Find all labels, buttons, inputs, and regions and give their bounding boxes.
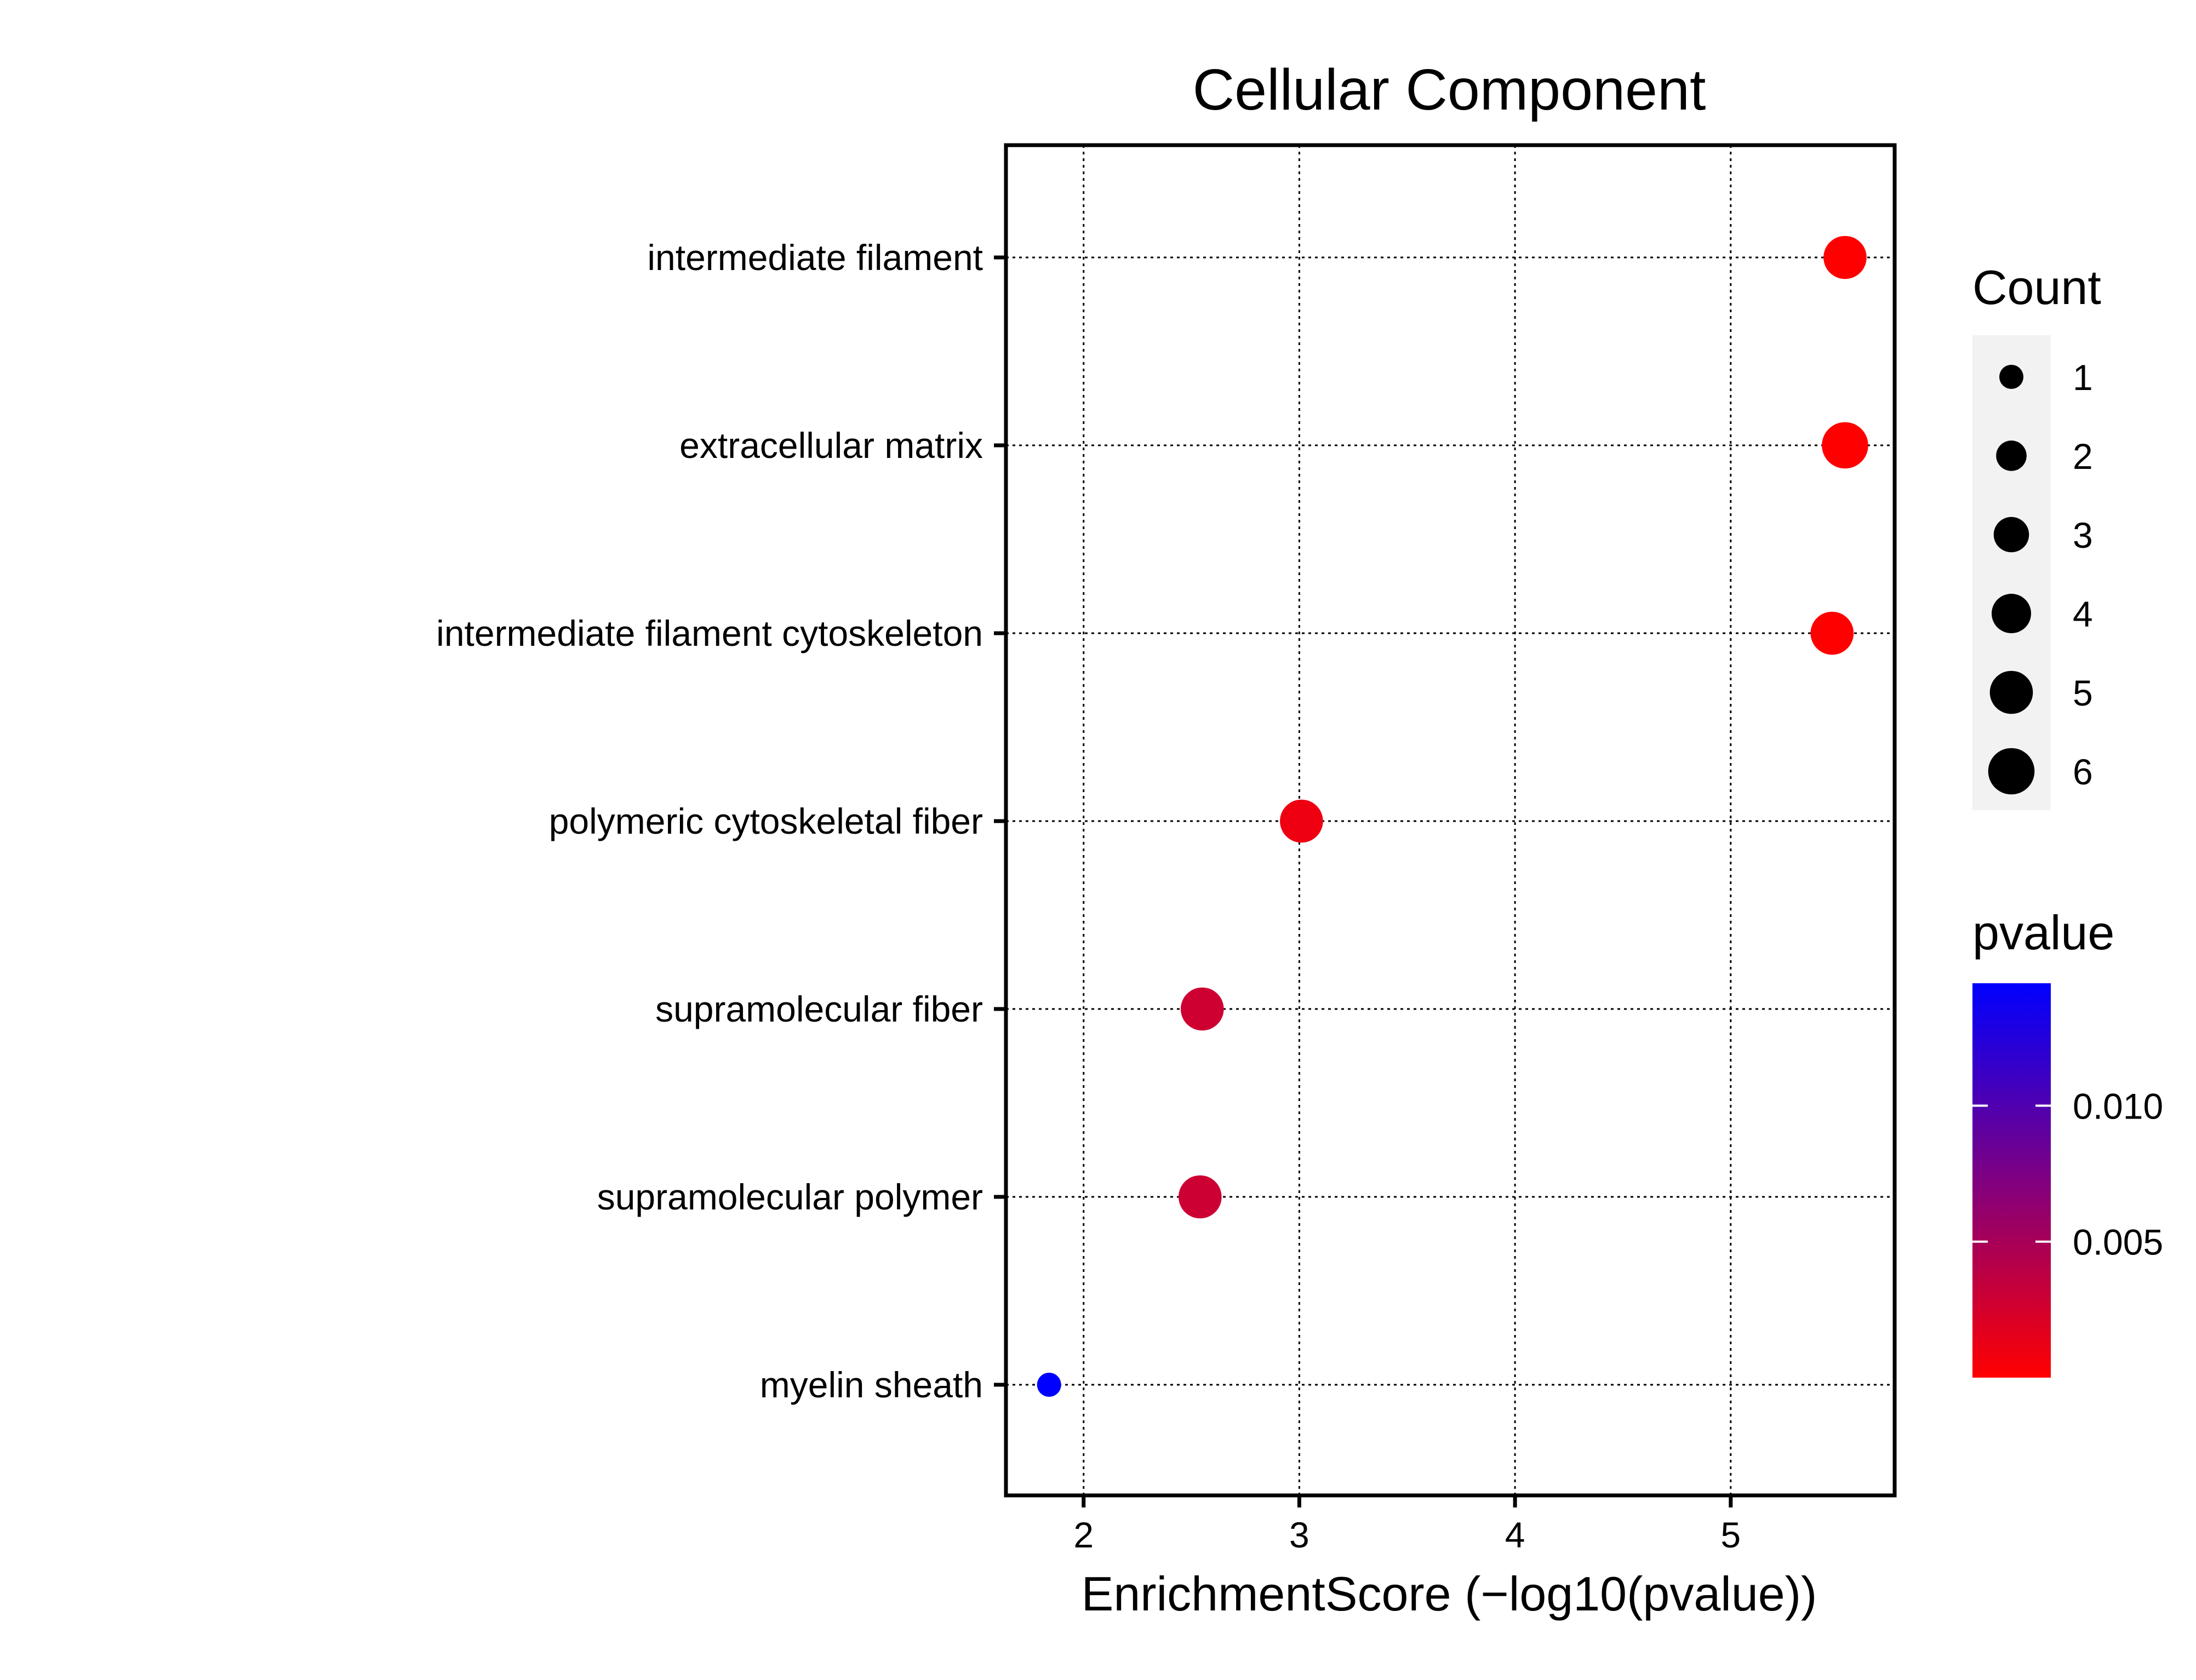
y-tick-label: intermediate filament — [647, 237, 983, 278]
data-point — [1180, 987, 1224, 1031]
count-legend-label: 6 — [2073, 752, 2093, 792]
y-tick-label: polymeric cytoskeletal fiber — [549, 801, 983, 841]
x-axis-title: EnrichmentScore (−log10(pvalue)) — [1082, 1567, 1817, 1621]
pvalue-legend-label: 0.005 — [2073, 1222, 2163, 1263]
grid-lines — [1006, 145, 1895, 1495]
data-point — [1179, 1175, 1222, 1219]
y-tick-label: myelin sheath — [760, 1364, 983, 1405]
count-legend-label: 5 — [2073, 673, 2093, 713]
pvalue-legend-label: 0.010 — [2073, 1086, 2163, 1126]
pvalue-colorbar — [1972, 983, 2051, 1378]
y-tick-label: supramolecular polymer — [597, 1177, 983, 1217]
count-legend-key — [1988, 748, 2035, 795]
y-tick-label: intermediate filament cytoskeleton — [436, 613, 983, 653]
chart-title: Cellular Component — [1193, 58, 1706, 122]
count-legend-key — [1999, 365, 2023, 389]
pvalue-legend-title: pvalue — [1972, 905, 2114, 960]
data-point — [1037, 1373, 1061, 1397]
count-legend-key — [1992, 594, 2031, 633]
data-point — [1823, 236, 1867, 279]
count-legend-key — [1989, 670, 2033, 714]
data-point — [1280, 799, 1323, 843]
count-legend-label: 4 — [2073, 594, 2093, 634]
count-legend-key — [1993, 517, 2029, 553]
count-legend-label: 1 — [2073, 357, 2093, 398]
data-points — [1037, 236, 1868, 1397]
count-legend: Count 1 2 3 4 5 6 — [1972, 260, 2101, 810]
data-point — [1822, 422, 1868, 469]
data-point — [1810, 611, 1854, 655]
count-legend-key — [1996, 440, 2027, 471]
y-tick-label: supramolecular fiber — [655, 989, 983, 1029]
x-axis: 2 3 4 5 — [1073, 1495, 1741, 1555]
x-tick-label: 4 — [1505, 1515, 1525, 1555]
x-tick-label: 3 — [1289, 1515, 1309, 1555]
x-tick-label: 5 — [1720, 1515, 1741, 1555]
y-axis: intermediate filament extracellular matri… — [436, 237, 1006, 1405]
x-tick-label: 2 — [1073, 1515, 1094, 1555]
count-legend-label: 3 — [2073, 515, 2093, 555]
pvalue-legend: pvalue 0.005 0.010 — [1972, 905, 2163, 1378]
y-tick-label: extracellular matrix — [679, 425, 983, 466]
count-legend-title: Count — [1972, 260, 2101, 314]
count-legend-background — [1972, 335, 2051, 810]
count-legend-label: 2 — [2073, 436, 2093, 477]
